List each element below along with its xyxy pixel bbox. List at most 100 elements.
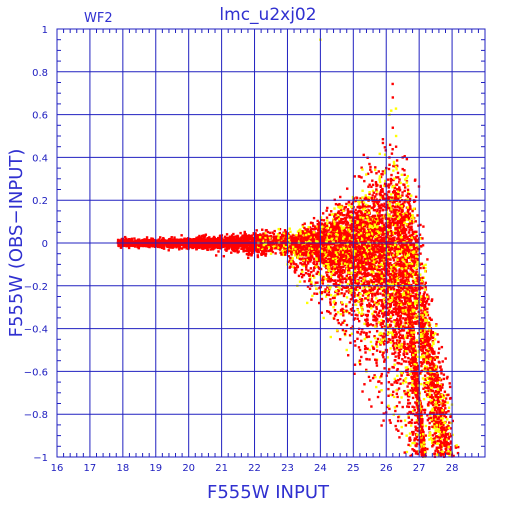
data-point-red [350,286,354,290]
data-point-red [327,290,331,294]
data-point-red [254,233,257,237]
data-point-red [194,243,197,246]
data-point-red [308,226,312,229]
data-point-red [326,206,329,210]
data-point-red [357,346,361,349]
data-point-red [342,294,346,298]
data-point-red [150,240,154,244]
data-point-red [171,240,174,243]
data-point-red [329,301,332,304]
data-point-red [120,244,124,248]
data-point-red [230,234,234,237]
data-point-red [221,240,224,244]
data-point-red [257,250,260,254]
data-point-red [354,313,357,317]
data-point-red [381,209,384,212]
data-point-red [163,238,166,242]
data-point-yellow [403,419,407,422]
data-point-red [232,238,235,242]
data-point-red [394,209,398,213]
data-point-red [232,232,235,236]
data-point-red [385,405,389,409]
data-point-yellow [409,424,413,427]
data-point-red [297,274,301,278]
data-point-red [198,234,201,238]
data-point-red [123,235,127,239]
data-point-red [312,216,316,220]
data-point-red [242,244,246,248]
data-point-red [207,244,210,247]
data-point-yellow [409,368,412,371]
data-point-red [244,244,248,248]
data-point-red [371,353,375,356]
data-point-red [251,251,254,254]
data-point-red [245,239,249,243]
data-point-red [250,248,254,252]
data-point-red [149,238,153,242]
data-point-red [313,260,316,263]
data-point-red [264,254,267,257]
data-point-red [389,316,392,320]
data-point-yellow [405,434,408,437]
data-point-red [380,375,383,378]
data-point-red [351,306,354,310]
data-point-yellow [260,247,264,251]
data-point-red [333,273,336,277]
data-point-red [368,398,371,401]
data-point-red [339,208,343,211]
data-point-red [127,246,131,250]
data-point-yellow [409,444,412,447]
data-point-yellow [381,266,385,270]
data-point-yellow [289,230,292,233]
data-point-red [226,245,229,249]
data-point-red [174,245,178,248]
data-point-red [346,208,350,212]
data-point-red [353,363,357,366]
data-point-red [168,240,172,244]
data-point-red [396,171,400,175]
data-point-red [168,246,171,249]
data-point-red [230,239,233,242]
data-point-red [240,243,244,246]
data-point-red [222,244,226,247]
data-point-yellow [388,288,391,291]
data-point-red [129,243,132,247]
data-point-red [163,240,166,244]
data-point-yellow [395,203,398,206]
data-point-red [408,402,412,405]
data-point-red [343,214,346,217]
data-point-yellow [291,257,294,260]
data-point-red [244,249,247,252]
data-point-red [230,244,233,248]
data-point-red [133,237,136,240]
data-point-red [331,296,335,300]
data-point-red [346,354,350,357]
data-point-red [409,364,413,368]
data-point-yellow [326,219,329,222]
data-point-red [202,234,205,237]
data-point-red [370,239,374,242]
data-point-red [162,247,166,250]
data-point-red [341,303,344,306]
data-point-red [387,309,391,312]
data-point-red [226,236,230,240]
data-point-red [363,179,366,183]
data-point-red [177,244,181,248]
data-point-red [243,238,246,242]
data-point-red [199,236,203,239]
data-point-red [261,252,265,256]
data-point-red [225,249,228,252]
data-point-red [239,231,242,235]
data-point-red [129,239,132,243]
data-point-red [406,405,409,408]
data-point-red [393,381,396,384]
data-point-red [198,245,201,249]
data-point-red [126,242,129,245]
data-point-red [156,245,160,249]
data-point-red [128,237,131,241]
data-point-red [210,243,213,246]
data-point-red [260,253,263,257]
data-point-red [169,245,173,248]
data-point-yellow [281,252,285,255]
data-point-red [162,236,165,240]
